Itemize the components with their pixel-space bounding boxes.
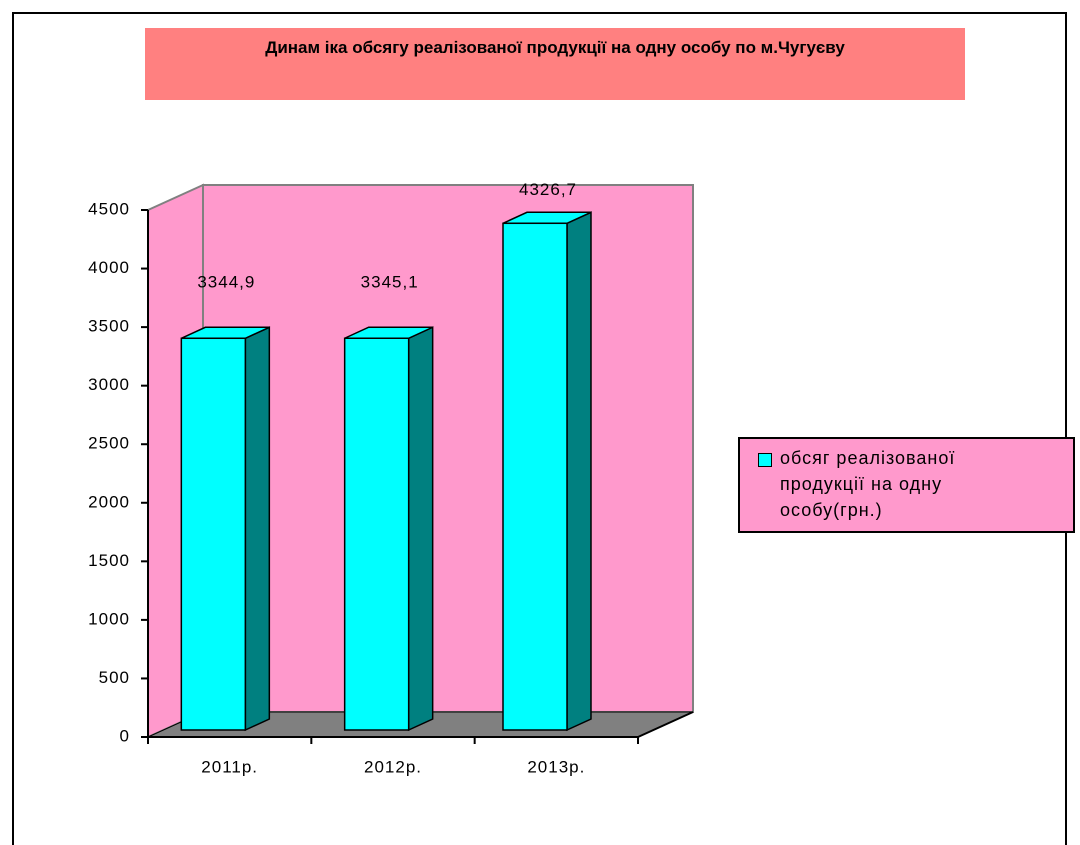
y-tick-label: 2500 (88, 434, 130, 453)
y-tick-label: 3500 (88, 317, 130, 336)
legend: обсяг реалізованої продукції на одну осо… (738, 437, 1075, 533)
legend-key (758, 453, 772, 467)
y-tick-label: 4000 (88, 258, 130, 277)
bar-side (244, 326, 271, 732)
y-tick-label: 4500 (88, 199, 130, 218)
bar-side (566, 211, 592, 732)
back-wall (202, 184, 694, 713)
y-tick-label: 1500 (88, 551, 130, 570)
y-tick-label: 0 (120, 726, 130, 745)
data-label: 3344,9 (197, 272, 255, 291)
bar (502, 222, 568, 731)
y-tick-label: 3000 (88, 375, 130, 394)
x-axis-depth (637, 711, 694, 738)
y-tick-label: 1000 (88, 609, 130, 628)
bar (343, 337, 410, 731)
x-tick-label: 2012р. (364, 757, 422, 776)
y-tick-label: 500 (99, 668, 130, 687)
x-tick-label: 2011р. (201, 757, 258, 776)
data-label: 4326,7 (519, 180, 577, 199)
x-tick-label: 2013р. (527, 757, 585, 776)
bar (180, 337, 247, 731)
data-label: 3345,1 (361, 272, 419, 291)
y-tick-label: 2000 (88, 492, 130, 511)
frame (12, 12, 1067, 845)
legend-label: обсяг реалізованої продукції на одну осо… (780, 448, 956, 520)
chart-title: Динам іка обсягу реалізованої продукції … (145, 28, 965, 100)
bar-side (407, 326, 434, 732)
